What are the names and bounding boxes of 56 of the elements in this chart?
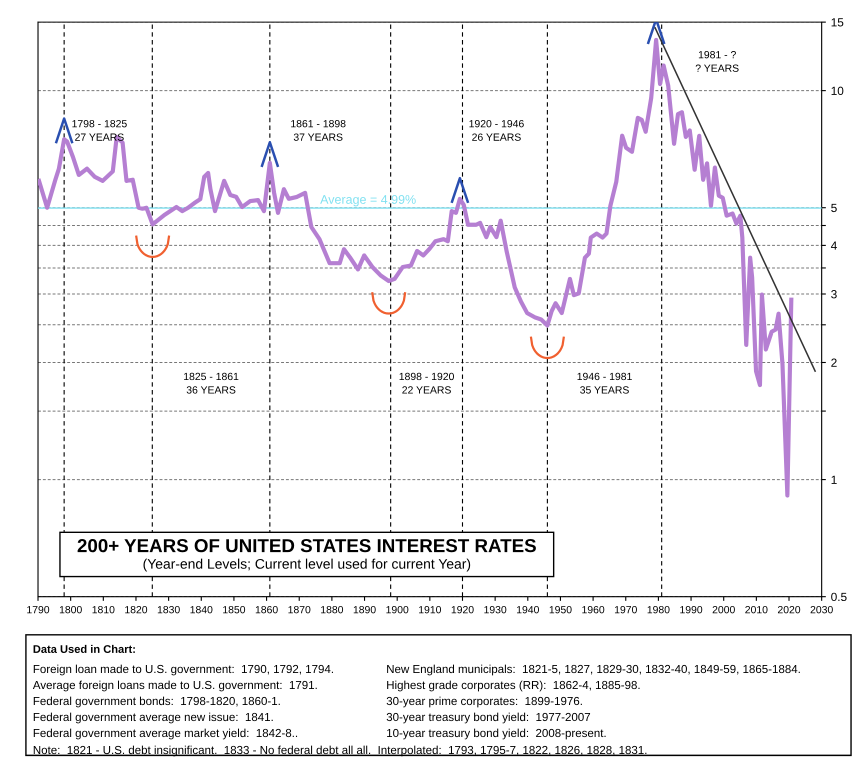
annotation: 1861 - 1898 37 YEARS — [291, 120, 346, 141]
x-tick-label: 1980 — [648, 606, 670, 614]
annotation: 1946 - 1981 35 YEARS — [578, 372, 632, 394]
x-tick-label: 1900 — [386, 606, 408, 614]
text: Federal government bonds: 1798-1820, 1860-1. — [34, 696, 280, 708]
y-tick-label: 5 — [831, 204, 837, 212]
x-tick-label: 1850 — [223, 606, 246, 614]
x-tick-label: 1860 — [256, 606, 278, 614]
x-tick-label: 1810 — [92, 606, 114, 614]
x-tick-label: 1790 — [27, 606, 50, 614]
x-tick-label: 1800 — [60, 606, 82, 614]
x-tick-label: 1840 — [190, 606, 212, 614]
text: 10-year treasury bond yield: 2008-present. — [387, 728, 606, 740]
text: Foreign loan made to U.S. government: 1790, 1792, 1794. — [34, 664, 333, 676]
x-tick-label: 2010 — [745, 606, 768, 614]
x-tick-label: 1930 — [484, 606, 506, 614]
x-tick-label: 2000 — [712, 606, 735, 614]
text: 30-year treasury bond yield: 1977-2007 — [386, 712, 590, 724]
x-tick-label: 1830 — [158, 606, 180, 614]
text: 30-year prime corporates: 1899-1976. — [386, 696, 582, 708]
y-tick-label: 3 — [831, 290, 837, 298]
x-tick-label: 1950 — [550, 606, 572, 614]
x-tick-label: 1920 — [452, 606, 474, 614]
x-tick-label: 2020 — [778, 606, 800, 614]
y-tick-label: 10 — [832, 86, 844, 96]
line-series — [38, 38, 794, 498]
annotation: 1920 - 1946 26 YEARS — [469, 120, 524, 141]
text: Note: 1821 - U.S. debt insignificant. 1833 - No federal debt all all. Interpolated: 1793, 1795-7, 1822, 1826, 1828, 1831. — [34, 746, 646, 756]
text: (Year-end Levels; Current level used for current Year) — [143, 558, 470, 572]
y-tick-label: 15 — [832, 18, 844, 27]
text: Average foreign loans made to U.S. government: 1791. — [32, 680, 317, 692]
x-tick-label: 1870 — [288, 606, 310, 614]
text: 200+ YEARS OF UNITED STATES INTEREST RATES — [78, 539, 536, 552]
annotation: 1898 - 1920 22 YEARS — [400, 372, 454, 394]
annotation: 1981 - ? ? YEARS — [696, 51, 739, 72]
x-tick-label: 1940 — [517, 606, 539, 614]
x-tick-label: 2030 — [810, 606, 833, 614]
x-tick-label: 1970 — [614, 606, 637, 614]
ref-line-label: Average = 4.99% — [320, 195, 416, 206]
y-tick-label: 0.5 — [831, 592, 847, 602]
y-tick-label: 4 — [830, 242, 837, 250]
text: Data Used in Chart: — [34, 644, 135, 653]
x-tick-label: 1890 — [354, 606, 376, 614]
x-tick-label: 1990 — [680, 606, 702, 614]
x-tick-label: 1880 — [321, 606, 344, 614]
annotation: 1825 - 1861 36 YEARS — [184, 372, 238, 394]
y-tick-label: 1 — [832, 476, 837, 484]
text: Highest grade corporates (RR): 1862-4, 1885-98. — [387, 680, 640, 692]
annotation: 1798 - 1825 27 YEARS — [72, 120, 127, 141]
x-tick-label: 1820 — [125, 606, 148, 614]
text: New England municipals: 1821-5, 1827, 1829-30, 1832-40, 1849-59, 1865-1884. — [387, 664, 800, 676]
text: Federal government average market yield: 1842-8.. — [34, 728, 298, 740]
y-tick-label: 2 — [831, 358, 837, 367]
x-tick-label: 1960 — [582, 606, 604, 614]
text: Federal government average new issue: 1841. — [34, 712, 273, 724]
x-tick-label: 1910 — [419, 606, 442, 614]
